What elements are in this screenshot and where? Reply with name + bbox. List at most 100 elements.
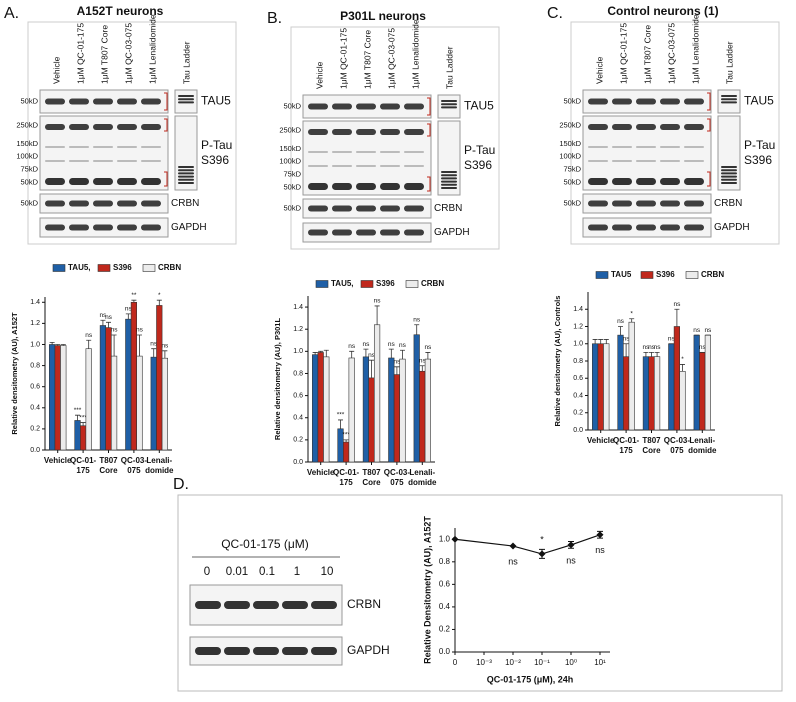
lane-label: 1μM QC-03-075 — [386, 28, 396, 89]
marker-label: 50kD — [563, 178, 581, 187]
bracket — [427, 97, 431, 116]
point — [567, 541, 575, 549]
marker-label: 100kD — [16, 152, 38, 161]
lane-label: Vehicle — [314, 61, 324, 89]
marker-label: 50kD — [283, 183, 301, 192]
error-bar — [623, 343, 629, 357]
panel-label: A. — [4, 5, 19, 22]
blot-band — [308, 183, 328, 190]
blot-band — [356, 183, 376, 190]
marker-label: 150kD — [279, 144, 301, 153]
x-axis-label: QC-01-175 (μM), 24h — [487, 674, 574, 684]
x-tick-label: Core — [99, 466, 118, 475]
error-bar — [674, 308, 680, 327]
lane-label: 0.01 — [226, 566, 248, 578]
error-bar — [125, 313, 131, 320]
x-tick-label: QC-01- — [333, 468, 360, 477]
y-tick-label: 0.2 — [30, 426, 40, 433]
y-tick-label: 1.0 — [30, 341, 40, 348]
error-bar — [111, 334, 117, 357]
lane-label: Tau Ladder — [444, 46, 454, 89]
y-tick-label: 0.0 — [293, 459, 303, 466]
blot-band — [684, 146, 704, 148]
blot-band — [636, 146, 656, 148]
marker-label: 100kD — [279, 157, 301, 166]
bracket — [707, 92, 711, 111]
blot-band — [356, 103, 376, 110]
legend-swatch — [52, 264, 66, 272]
error-bar — [162, 350, 168, 359]
blot-band — [141, 146, 161, 148]
bar — [99, 325, 107, 451]
panel-title: A152T neurons — [77, 4, 164, 18]
blot-band — [332, 229, 352, 236]
blot-frame — [290, 26, 500, 250]
bar — [388, 357, 395, 463]
marker-label: 50kD — [563, 198, 581, 207]
blot-band — [69, 160, 89, 162]
significance: ns — [388, 341, 396, 348]
significance: ns — [136, 327, 144, 334]
significance: ns — [368, 352, 376, 359]
blot-band — [612, 224, 632, 231]
error-bar — [679, 364, 685, 372]
x-tick-label: 10⁻¹ — [534, 658, 550, 667]
bracket — [164, 92, 168, 111]
error-bar — [106, 321, 111, 328]
x-tick-label: T807 — [362, 468, 381, 477]
blot-band — [380, 183, 400, 190]
blot-band — [69, 178, 89, 185]
bracket — [164, 171, 168, 187]
blot-band — [441, 103, 457, 106]
blot-band — [253, 647, 279, 655]
lane-label: 1μM QC-01-175 — [618, 23, 628, 84]
y-tick-label: 0.8 — [30, 362, 40, 369]
x-tick-label: Vehicle — [587, 436, 615, 445]
x-tick-label: QC-03- — [664, 436, 691, 445]
blot-band — [178, 98, 194, 101]
panel-d-frame — [177, 494, 783, 692]
y-tick-label: 0.6 — [439, 579, 451, 588]
lane-label: Tau Ladder — [724, 41, 734, 84]
bracket — [427, 123, 431, 137]
blot-band — [684, 124, 704, 130]
y-tick-label: 0.4 — [30, 405, 40, 412]
y-tick-label: 0.0 — [30, 447, 40, 454]
bar — [597, 343, 604, 431]
significance: ns — [673, 301, 681, 308]
band-label: P-Tau — [464, 143, 495, 157]
error-bar — [86, 339, 92, 349]
significance: *** — [342, 432, 350, 439]
point — [596, 531, 604, 539]
blot-band — [356, 151, 376, 153]
band-label: CRBN — [434, 203, 462, 214]
significance: ns — [419, 357, 427, 364]
x-tick-label: 10⁻³ — [476, 658, 492, 667]
bar — [642, 356, 650, 431]
x-tick-label: QC-01- — [613, 436, 640, 445]
legend-swatch — [360, 280, 374, 288]
bar — [60, 345, 67, 451]
blot-band — [404, 205, 424, 212]
y-tick-label: 0.8 — [573, 358, 583, 365]
blot-band — [93, 146, 113, 148]
error-bar — [131, 299, 137, 303]
significance: ns — [424, 344, 432, 351]
significance: ns — [699, 344, 707, 351]
x-tick-label: 075 — [390, 478, 404, 487]
error-bar — [75, 414, 81, 421]
blot-band — [332, 205, 352, 212]
blot-band — [612, 160, 632, 162]
y-tick-label: 1.2 — [30, 320, 40, 327]
y-tick-label: 0.8 — [439, 557, 451, 566]
legend-label: CRBN — [421, 279, 444, 288]
bar — [362, 356, 370, 463]
significance: ns — [362, 341, 370, 348]
significance: ns — [704, 327, 712, 334]
y-tick-label: 1.2 — [293, 326, 303, 333]
panel-label: C. — [547, 5, 563, 22]
error-bar — [649, 351, 654, 357]
blot-band — [282, 601, 308, 609]
blot-band — [660, 224, 680, 231]
lane-label: 1 — [294, 566, 300, 578]
